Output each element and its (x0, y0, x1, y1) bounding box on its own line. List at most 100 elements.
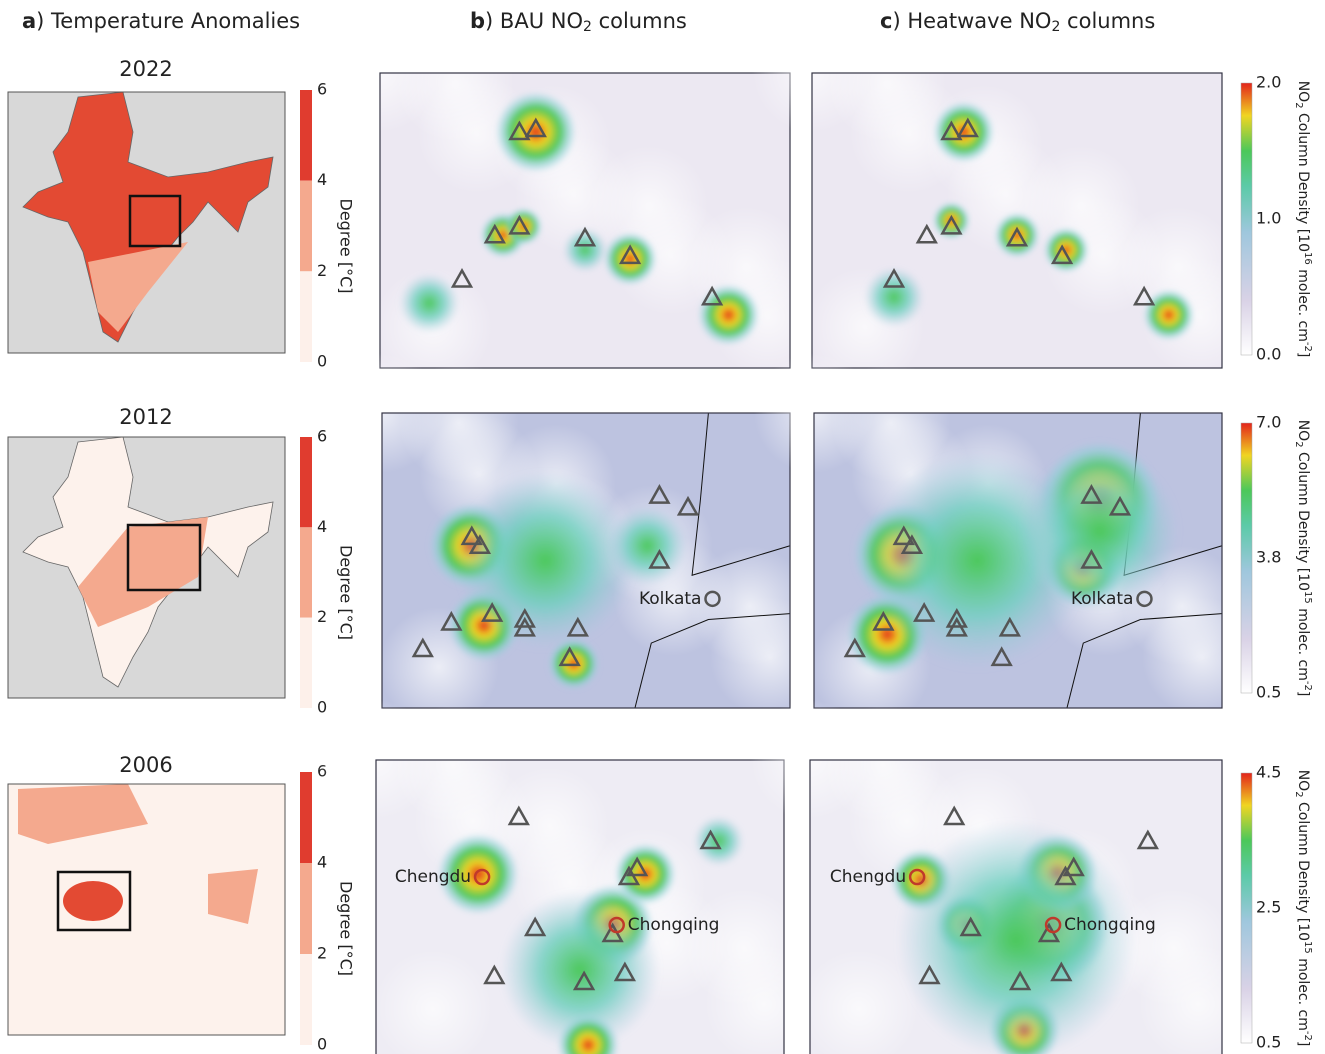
colorbar-label: NO2 Column Density [1016 molec. cm-2] (1293, 81, 1313, 358)
superscript: -2 (1302, 681, 1313, 691)
no2-map: Kolkata (754, 353, 1262, 727)
colorbar-tick-label: 0.5 (1256, 1033, 1281, 1052)
colorbar-tick-label: 4 (317, 517, 327, 536)
city-label: Chengdu (395, 867, 471, 887)
colorbar-segment (300, 863, 312, 954)
no2-map (752, 13, 1260, 387)
colorbar-tick-label: 2.5 (1256, 898, 1281, 917)
label-part: ] (1295, 352, 1311, 357)
colorbar-segment (300, 271, 312, 362)
label-part: ] (1295, 1041, 1311, 1046)
label-part: Column Density [10 (1295, 448, 1311, 591)
figure: a) Temperature Anomalies b) BAU NO2 colum… (0, 0, 1325, 1054)
panel-header: a) Temperature Anomalies (22, 9, 300, 33)
colorbar-segment (300, 527, 312, 617)
colorbar-label: Degree [°C] (337, 881, 356, 976)
panel-letter: a (22, 9, 36, 33)
superscript: 15 (1302, 941, 1313, 954)
no2-hotspot (896, 820, 1136, 1054)
colorbar-label: NO2 Column Density [1015 molec. cm-2] (1293, 420, 1313, 697)
no2-hotspot (864, 267, 924, 327)
no2-hotspot (607, 506, 687, 586)
no2-hotspot (694, 816, 744, 866)
label-part: Column Density [10 (1295, 798, 1311, 941)
label-part: molec. cm (1295, 604, 1311, 681)
no2-map: Chengdu Chongqing (750, 700, 1258, 1054)
superscript: -2 (1302, 342, 1313, 352)
label-part: molec. cm (1295, 265, 1311, 342)
panel-title: ) BAU NO (485, 9, 583, 33)
label-part: NO (1295, 81, 1311, 103)
label-part: NO (1295, 770, 1311, 792)
no2-hotspot (934, 102, 994, 162)
colorbar-tick-label: 0 (317, 352, 327, 371)
colorbar-tick-label: 0.5 (1256, 683, 1281, 702)
city-label: Kolkata (1071, 589, 1133, 609)
panel-title: ) Temperature Anomalies (36, 9, 300, 33)
no2-hotspot (496, 92, 576, 172)
no2-map: Kolkata (322, 353, 830, 727)
colorbar (1241, 773, 1252, 1043)
superscript: 15 (1302, 591, 1313, 604)
colorbar-segment (300, 954, 312, 1045)
no2-hotspot (455, 471, 635, 651)
no2-hotspot (995, 213, 1039, 257)
colorbar-label: Degree [°C] (337, 199, 356, 294)
no2-hotspot (1020, 451, 1180, 611)
no2-hotspot (563, 228, 607, 272)
temperature-map (8, 92, 285, 353)
colorbar-segment (300, 90, 312, 181)
city-label: Chengdu (830, 867, 906, 887)
label-part: Column Density [10 (1295, 109, 1311, 252)
panel-title-tail: columns (1060, 9, 1155, 33)
colorbar-segment (300, 437, 312, 527)
city-label: Chongqing (1064, 915, 1156, 935)
colorbar-tick-label: 3.8 (1256, 548, 1281, 567)
colorbar-segment (300, 772, 312, 863)
label-part: NO (1295, 420, 1311, 442)
no2-map (320, 13, 828, 387)
hot-area (63, 881, 123, 921)
no2-hotspot (399, 273, 459, 333)
colorbar-tick-label: 1.0 (1256, 209, 1281, 228)
colorbar-label: Degree [°C] (337, 545, 356, 640)
no2-hotspot (1144, 290, 1194, 340)
superscript: 16 (1302, 252, 1313, 265)
colorbar-tick-label: 4 (317, 853, 327, 872)
temperature-map (8, 437, 285, 698)
colorbar-tick-label: 0.0 (1256, 345, 1281, 364)
colorbar-tick-label: 4 (317, 170, 327, 189)
colorbar (1241, 423, 1252, 693)
subscript: 2 (1051, 19, 1060, 35)
colorbar-tick-label: 2 (317, 261, 327, 280)
label-part: ] (1295, 691, 1311, 696)
colorbar-tick-label: 0 (317, 698, 327, 717)
label-part: molec. cm (1295, 954, 1311, 1031)
year-label: 2012 (119, 405, 172, 429)
colorbar-tick-label: 4.5 (1256, 763, 1281, 782)
panel-title: ) Heatwave NO (892, 9, 1051, 33)
year-label: 2006 (119, 753, 172, 777)
no2-map: Chengdu Chongqing (316, 700, 824, 1054)
colorbar (1241, 83, 1252, 355)
panel-header: c) Heatwave NO2 columns (880, 9, 1155, 35)
cloud (684, 888, 804, 1008)
no2-hotspot (604, 233, 656, 285)
temperature-map (8, 784, 285, 1035)
city-label: Chongqing (628, 915, 720, 935)
colorbar-tick-label: 2 (317, 944, 327, 963)
panel-header: b) BAU NO2 columns (470, 9, 687, 35)
colorbar-label: NO2 Column Density [1015 molec. cm-2] (1293, 770, 1313, 1047)
cloud (690, 546, 810, 666)
no2-hotspot (1044, 228, 1088, 272)
colorbar-segment (300, 181, 312, 272)
colorbar-tick-label: 2.0 (1256, 73, 1281, 92)
city-label: Kolkata (639, 589, 701, 609)
colorbar-segment (300, 618, 312, 708)
colorbar-tick-label: 2 (317, 607, 327, 626)
colorbar-tick-label: 0 (317, 1035, 327, 1054)
panel-title-tail: columns (592, 9, 687, 33)
year-label: 2022 (119, 57, 172, 81)
subscript: 2 (583, 19, 592, 35)
colorbar-tick-label: 7.0 (1256, 413, 1281, 432)
